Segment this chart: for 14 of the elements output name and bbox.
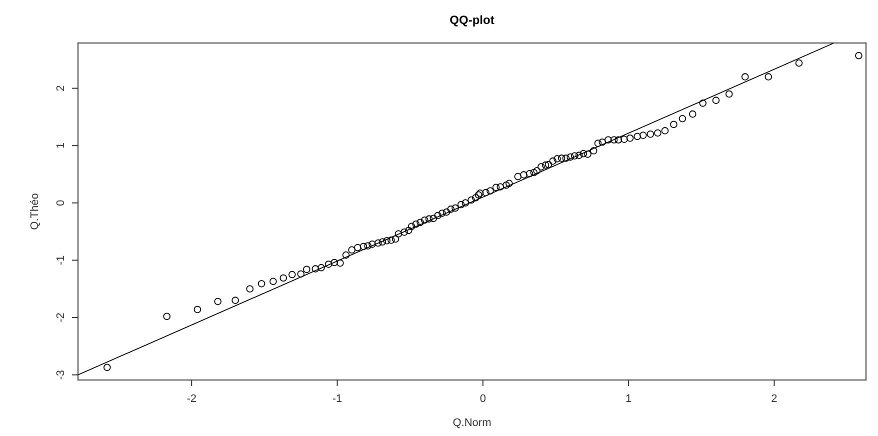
y-tick-label: 0 [55,200,67,206]
y-tick-label: -2 [55,312,67,322]
y-tick-label: -3 [55,370,67,380]
y-axis-title: Q.Théo [29,193,41,230]
x-tick-label: -1 [332,393,342,405]
y-tick-label: 1 [55,142,67,149]
x-tick-label: 0 [480,393,486,405]
x-axis-title: Q.Norm [452,417,492,429]
y-tick-label: 2 [55,85,67,92]
y-tick-label: -1 [55,255,67,266]
x-tick-label: -2 [186,393,196,405]
x-tick-label: 1 [626,393,632,405]
x-tick-label: 2 [771,393,778,405]
chart-title: QQ-plot [450,13,494,27]
